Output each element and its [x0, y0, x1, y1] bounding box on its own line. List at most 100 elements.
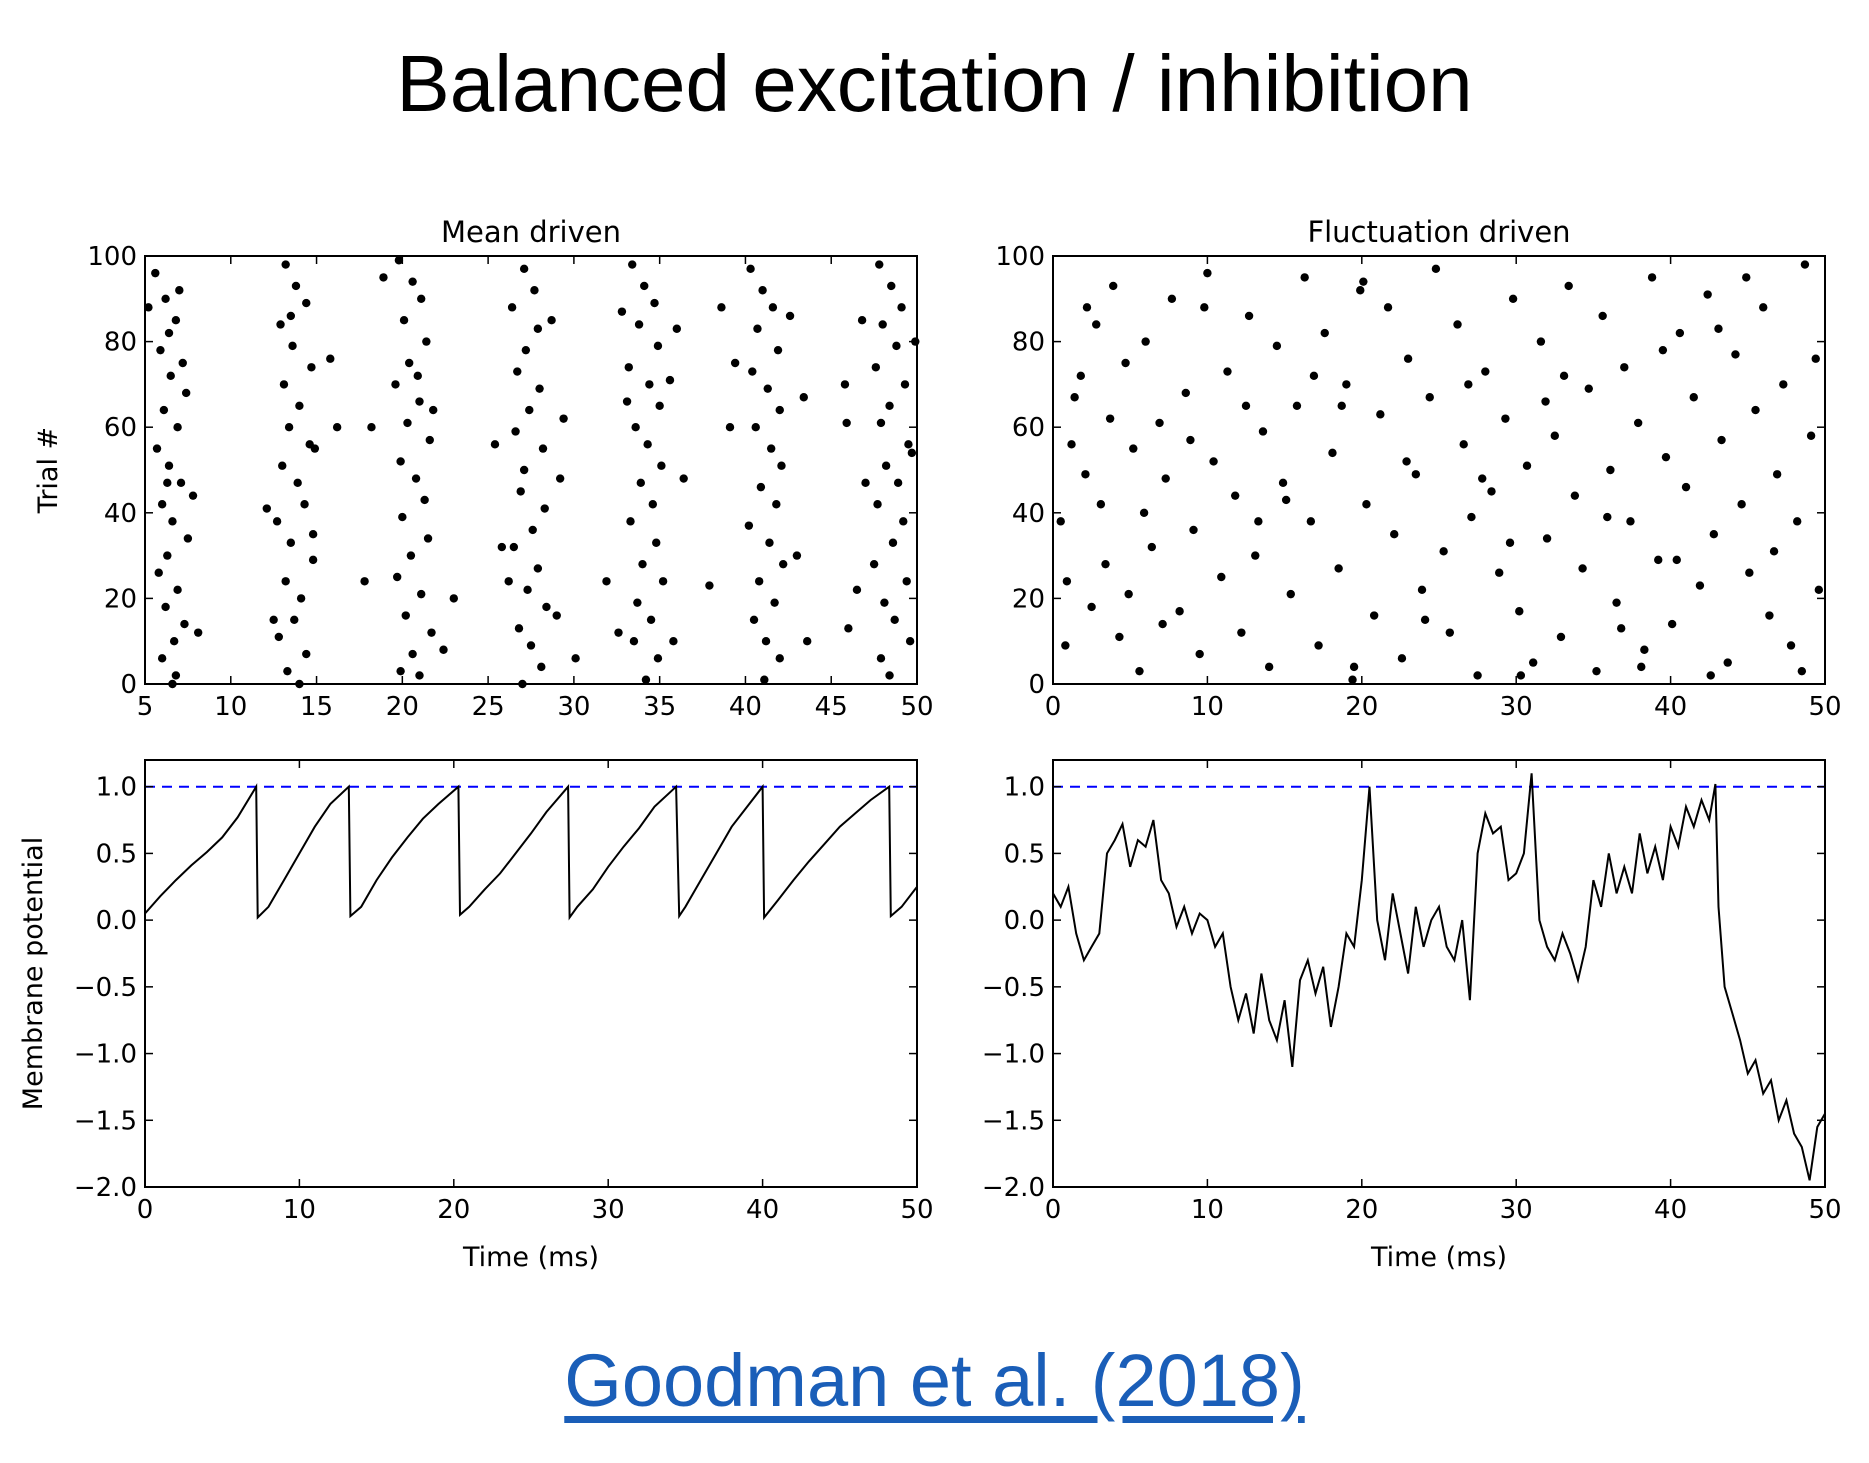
spike-dot — [1793, 517, 1802, 526]
plot-frame — [144, 255, 918, 685]
spike-dot — [295, 401, 304, 410]
spike-dot — [875, 260, 884, 269]
spike-dot — [1161, 474, 1170, 483]
spike-dot — [679, 474, 688, 483]
y-tick-label: −1.0 — [74, 1040, 137, 1070]
spike-dot — [1251, 551, 1260, 560]
x-tick-label: 50 — [900, 1195, 933, 1225]
spike-dot — [904, 440, 913, 449]
spike-dot — [1334, 564, 1343, 573]
spike-dot — [417, 589, 426, 599]
spike-dot — [528, 525, 537, 535]
spike-dot — [602, 577, 611, 586]
y-tick-label: 100 — [87, 242, 137, 272]
x-axis-label: Time (ms) — [462, 1242, 599, 1273]
membrane-trace — [1052, 773, 1826, 1181]
spike-dot — [1181, 388, 1190, 398]
citation[interactable]: Goodman et al. (2018) — [0, 1338, 1869, 1423]
spike-dot — [1105, 414, 1115, 423]
spike-dot — [290, 615, 299, 624]
spike-dot — [1383, 303, 1393, 312]
membrane-fluctuation-driven: 0 10 20 30 40 50 1.0 0.5 0.0 −0.5 −1.0 −1.5 −2.0 Time… — [982, 759, 1842, 1273]
spike-dot — [286, 538, 296, 547]
spike-dot — [326, 354, 335, 363]
citation-link[interactable]: Goodman et al. (2018) — [564, 1339, 1305, 1422]
spike-dot — [422, 337, 431, 346]
spike-dot — [1522, 461, 1532, 470]
spike-dot — [514, 624, 524, 633]
spike-dot — [396, 666, 405, 676]
spike-dot — [1425, 393, 1434, 402]
y-tick-label: 0.0 — [1004, 906, 1045, 936]
x-tick-label: 50 — [900, 692, 933, 722]
spike-dot — [555, 474, 565, 483]
spike-dot — [1765, 611, 1774, 620]
spike-dot — [1286, 589, 1295, 599]
spike-dot — [756, 482, 766, 492]
spike-dot — [768, 303, 778, 312]
spike-dot — [633, 598, 642, 607]
spike-dot — [542, 602, 551, 612]
spike-dot — [1578, 564, 1587, 573]
spike-dot — [193, 628, 203, 637]
spike-dot — [1467, 512, 1476, 522]
x-tick-label: 40 — [1654, 692, 1687, 722]
spike-dot — [770, 598, 779, 607]
y-tick-label: 1.0 — [96, 773, 137, 803]
spike-dot — [763, 384, 772, 393]
spike-dot — [1109, 281, 1118, 291]
spike-dot — [1309, 371, 1319, 381]
spike-dot — [636, 478, 645, 488]
spike-dot — [1203, 268, 1212, 278]
spike-dot — [869, 559, 879, 569]
x-tick-label: 10 — [1191, 692, 1224, 722]
x-tick-label: 0 — [1045, 1195, 1062, 1225]
spike-dot — [1620, 363, 1629, 372]
y-tick-label: 0.5 — [1004, 839, 1045, 869]
plot-frame — [1052, 759, 1826, 1188]
spike-dot — [1612, 598, 1621, 607]
spike-dot — [624, 363, 633, 372]
spike-dot — [293, 478, 302, 488]
spike-dot — [880, 598, 889, 607]
spike-dot — [1272, 341, 1282, 351]
spike-dot — [885, 671, 894, 680]
spike-dot — [1654, 555, 1663, 565]
spike-dot — [1661, 452, 1671, 462]
spike-dot — [291, 281, 301, 291]
spike-dot — [1062, 577, 1072, 586]
spike-dot — [411, 474, 421, 483]
spike-dot — [415, 671, 424, 680]
spike-dot — [1278, 478, 1288, 488]
spike-dot — [653, 341, 663, 351]
spike-dot — [171, 671, 181, 680]
spike-dot — [669, 637, 678, 646]
x-tick-label: 30 — [557, 692, 590, 722]
spike-dot — [509, 542, 519, 552]
spike-dot — [1186, 435, 1195, 445]
spike-dot — [423, 534, 433, 543]
spike-dot — [799, 393, 808, 402]
spike-dot — [1254, 517, 1263, 526]
spike-dot — [900, 380, 910, 389]
x-tick-label: 30 — [592, 1195, 625, 1225]
spike-dot — [1082, 303, 1092, 312]
plot-frame — [144, 759, 918, 1188]
spike-dot — [144, 303, 153, 312]
spike-dot — [519, 264, 529, 274]
spike-dot — [1731, 350, 1740, 359]
spike-dot — [857, 316, 867, 325]
y-tick-label: −1.5 — [74, 1106, 137, 1136]
spike-dot — [852, 585, 862, 595]
spike-dot — [1096, 500, 1106, 509]
spike-dot — [272, 517, 282, 526]
spike-dot — [1667, 619, 1677, 629]
spike-dot — [640, 281, 649, 291]
spike-dot — [1675, 328, 1685, 338]
spike-dot — [628, 260, 637, 269]
spike-dot — [1779, 380, 1788, 389]
spike-dot — [638, 559, 647, 569]
spike-dot — [1189, 525, 1198, 535]
spike-dot — [288, 341, 297, 351]
spike-dot — [1175, 607, 1184, 616]
